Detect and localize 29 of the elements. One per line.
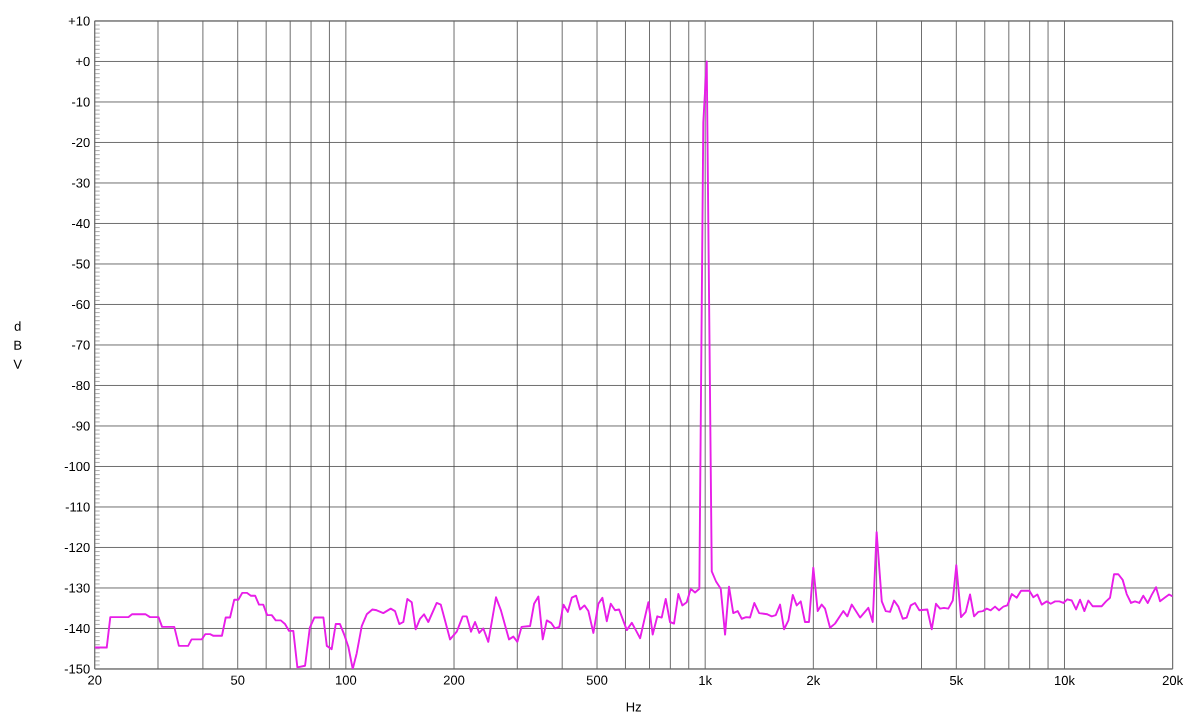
y-tick-label: -80 <box>71 380 90 391</box>
y-axis-title: dBV <box>13 321 22 369</box>
y-tick-label: -70 <box>71 340 90 350</box>
y-tick-label: -140 <box>64 623 90 634</box>
y-tick-label: +10 <box>68 16 90 26</box>
x-axis-title: Hz <box>626 702 641 712</box>
y-tick-label: -110 <box>65 502 90 512</box>
x-tick-label: 5k <box>949 675 964 686</box>
y-tick-label: -150 <box>64 664 90 674</box>
y-tick-label: -50 <box>71 259 90 269</box>
y-tick-label: -90 <box>71 421 90 431</box>
y-tick-label: -100 <box>64 461 90 472</box>
y-tick-label: -30 <box>71 178 90 188</box>
y-tick-label: -20 <box>71 137 90 148</box>
x-tick-label: 500 <box>586 675 608 685</box>
x-tick-label: 50 <box>231 675 245 685</box>
x-tick-label: 1k <box>699 675 713 685</box>
y-tick-label: -130 <box>64 583 90 593</box>
y-tick-label: -10 <box>71 97 90 107</box>
y-tick-label: +0 <box>76 56 90 67</box>
x-tick-label: 20 <box>88 675 102 685</box>
y-tick-label: -40 <box>71 218 90 229</box>
x-tick-label: 10k <box>1054 675 1075 686</box>
y-tick-label: -60 <box>71 299 90 310</box>
x-tick-label: 20k <box>1162 675 1184 686</box>
x-tick-label: 200 <box>443 675 465 685</box>
y-tick-label: -120 <box>64 542 90 553</box>
x-tick-label: 2k <box>807 675 821 685</box>
x-tick-label: 100 <box>336 675 357 685</box>
